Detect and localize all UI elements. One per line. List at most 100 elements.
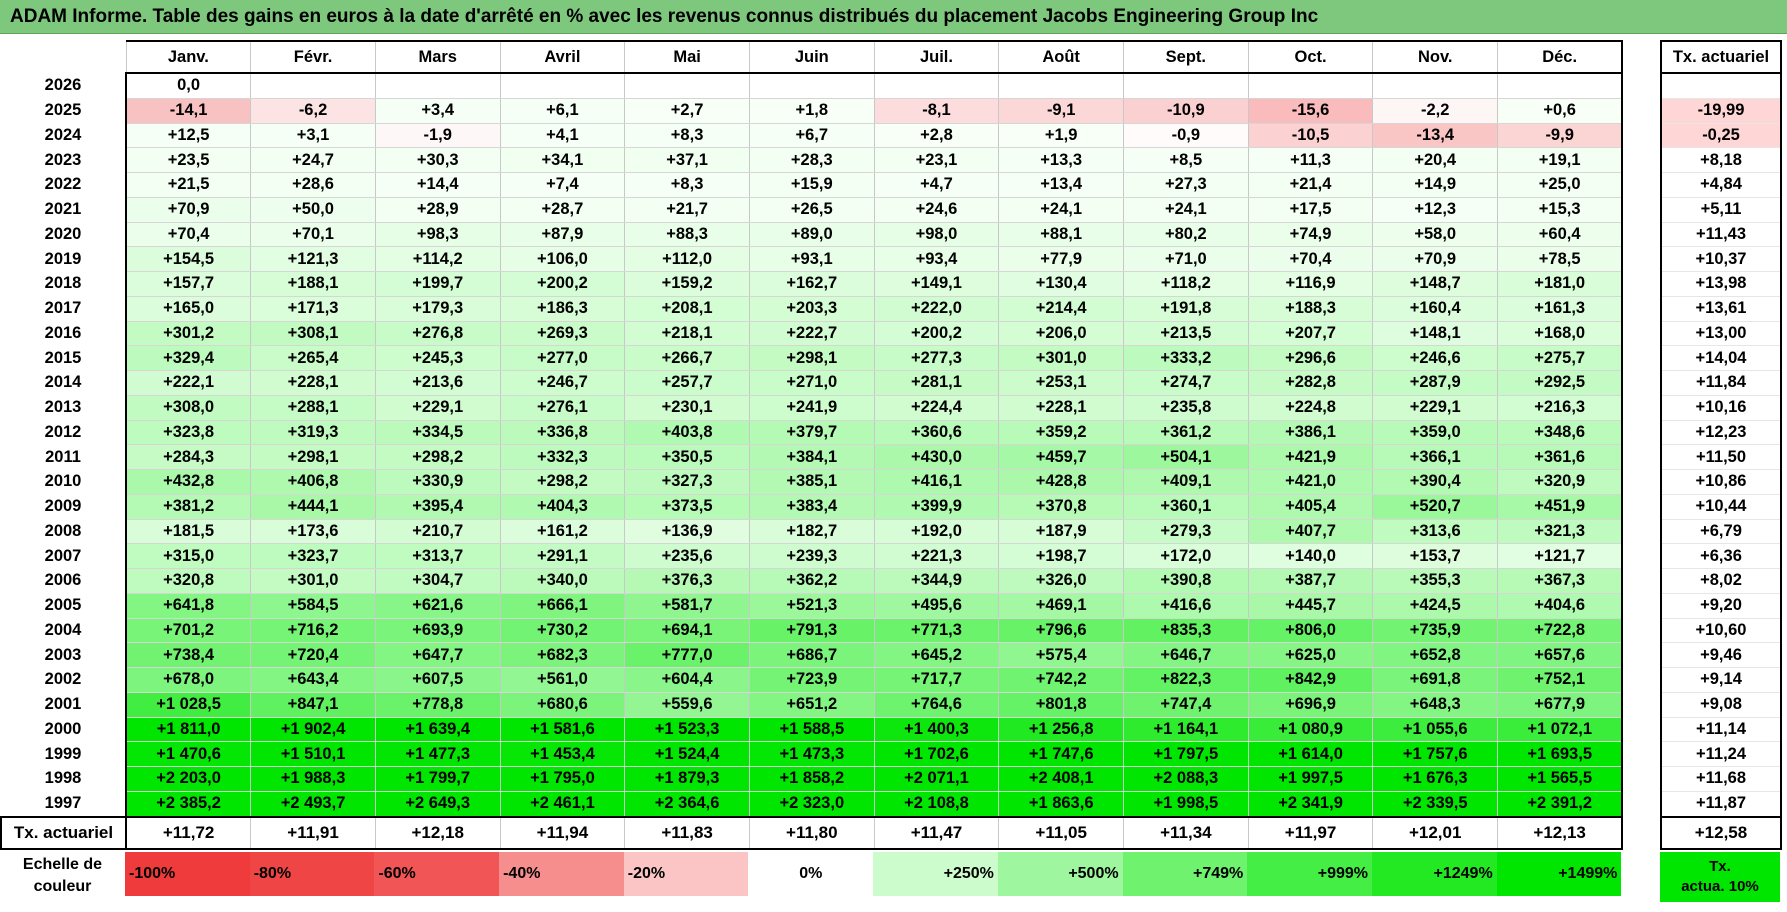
gain-cell: +228,1 xyxy=(250,370,376,396)
gain-cell: +148,1 xyxy=(1372,321,1499,347)
table-row: 2022 +21,5 +28,6 +14,4 +7,4 +8,3 +15,9 +4,7 +13,… xyxy=(1,172,1624,198)
gain-cell: +682,3 xyxy=(499,642,626,668)
gain-cell: +8,5 xyxy=(1123,147,1249,173)
gain-cell: +691,8 xyxy=(1372,667,1499,693)
gain-cell: +2,7 xyxy=(624,98,750,124)
gain-cell: +80,2 xyxy=(1123,222,1249,248)
gain-cell: +366,1 xyxy=(1372,444,1499,470)
legend-rate-note: Tx. actua. 10% xyxy=(1660,852,1780,902)
gain-cell: +806,0 xyxy=(1247,618,1374,644)
rate-row: +12,23 xyxy=(1660,420,1782,446)
gain-cell: +2 108,8 xyxy=(873,791,1000,818)
gain-cell: +2 364,6 xyxy=(624,791,750,818)
gain-cell: +1 256,8 xyxy=(998,717,1124,743)
gain-cell: -10,5 xyxy=(1247,123,1374,149)
gain-cell: +274,7 xyxy=(1123,370,1249,396)
rate-row: +13,00 xyxy=(1660,321,1782,347)
legend-label-line2: couleur xyxy=(33,878,92,895)
gain-cell: +214,4 xyxy=(998,296,1124,322)
gain-cell: +559,6 xyxy=(624,692,750,718)
gain-cell: +279,3 xyxy=(1123,519,1249,545)
gain-cell: +2 071,1 xyxy=(873,766,1000,792)
gain-cell: +12,5 xyxy=(125,123,252,149)
gain-cell: +301,0 xyxy=(250,568,376,594)
gain-cell: +367,3 xyxy=(1497,568,1624,594)
gain-cell: +266,7 xyxy=(624,345,750,371)
gain-cell: +3,1 xyxy=(250,123,376,149)
table-row: 2000 +1 811,0 +1 902,4 +1 639,4 +1 581,6 +1 5… xyxy=(1,717,1624,743)
gain-cell: +791,3 xyxy=(748,618,875,644)
rate-cell: +10,86 xyxy=(1660,469,1782,495)
footer-rate-cell: +11,34 xyxy=(1123,815,1249,850)
gain-cell: +14,9 xyxy=(1372,172,1499,198)
gain-cell: +1 080,9 xyxy=(1247,717,1374,743)
gain-cell: +89,0 xyxy=(748,222,875,248)
gain-cell: +235,6 xyxy=(624,543,750,569)
gain-cell: +652,8 xyxy=(1372,642,1499,668)
gain-cell: +373,5 xyxy=(624,494,750,520)
gain-cell: +390,4 xyxy=(1372,469,1499,495)
gain-cell: +88,3 xyxy=(624,222,750,248)
gain-cell: +1 858,2 xyxy=(748,766,875,792)
table-row: 2012 +323,8 +319,3 +334,5 +336,8 +403,8 +379,7… xyxy=(1,420,1624,446)
rate-row: +11,84 xyxy=(1660,370,1782,396)
rate-row: +13,61 xyxy=(1660,296,1782,322)
gain-cell: +179,3 xyxy=(374,296,501,322)
gain-cell: +296,6 xyxy=(1247,345,1374,371)
gain-cell: +1 524,4 xyxy=(624,741,750,767)
year-label: 2000 xyxy=(1,717,127,742)
rate-row: +9,14 xyxy=(1660,667,1782,693)
gain-cell: +157,7 xyxy=(125,271,252,297)
gain-cell: +621,6 xyxy=(374,593,501,619)
gain-cell: +334,5 xyxy=(374,420,501,446)
rate-cell: +6,79 xyxy=(1660,519,1782,545)
year-label: 2002 xyxy=(1,667,127,693)
rate-row: +9,46 xyxy=(1660,642,1782,668)
gain-cell: +15,3 xyxy=(1497,197,1624,223)
year-label: 2010 xyxy=(1,469,127,495)
gain-cell: +360,1 xyxy=(1123,494,1249,520)
gain-cell: +106,0 xyxy=(499,246,626,272)
gain-cell: -0,9 xyxy=(1123,123,1249,149)
gain-cell: +361,6 xyxy=(1497,444,1624,470)
gain-cell xyxy=(499,73,626,99)
gain-cell: +315,0 xyxy=(125,543,252,569)
gain-cell: +298,2 xyxy=(499,469,626,495)
gain-cell: +735,9 xyxy=(1372,618,1499,644)
gain-cell: +26,5 xyxy=(748,197,875,223)
gain-cell: +1 581,6 xyxy=(499,717,626,743)
gain-cell: +1 795,0 xyxy=(499,766,626,792)
gain-cell xyxy=(1372,73,1499,99)
gain-cell: +332,3 xyxy=(499,444,626,470)
legend-note-line2: actua. 10% xyxy=(1681,878,1759,895)
gain-cell: +1 400,3 xyxy=(873,717,1000,743)
gain-cell: +2 088,3 xyxy=(1123,766,1249,792)
gain-cell: +344,9 xyxy=(873,568,1000,594)
gain-cell: +717,7 xyxy=(873,667,1000,693)
gain-cell: +23,1 xyxy=(873,147,1000,173)
gain-cell: +70,9 xyxy=(1372,246,1499,272)
gain-cell: +421,9 xyxy=(1247,444,1374,470)
rate-cell: +8,18 xyxy=(1660,147,1782,173)
gain-cell xyxy=(1123,73,1249,99)
gain-cell: +386,1 xyxy=(1247,420,1374,446)
year-label: 2025 xyxy=(1,98,127,123)
gain-cell: +216,3 xyxy=(1497,395,1624,421)
gain-cell: +520,7 xyxy=(1372,494,1499,520)
rate-cell: +10,37 xyxy=(1660,246,1782,272)
rate-cell: +11,43 xyxy=(1660,222,1782,248)
gain-cell: +645,2 xyxy=(873,642,1000,668)
gain-cell: +651,2 xyxy=(748,692,875,718)
rate-row: +11,50 xyxy=(1660,444,1782,470)
year-label: 1997 xyxy=(1,791,127,817)
rate-row: +6,79 xyxy=(1660,519,1782,545)
gain-cell: +13,3 xyxy=(998,147,1124,173)
gain-cell: +716,2 xyxy=(250,618,376,644)
gain-cell: +445,7 xyxy=(1247,593,1374,619)
rate-row: -19,99 xyxy=(1660,98,1782,124)
gain-cell: +239,3 xyxy=(748,543,875,569)
gain-cell: +70,9 xyxy=(125,197,252,223)
gain-cell: +320,9 xyxy=(1497,469,1624,495)
table-row: 2013 +308,0 +288,1 +229,1 +276,1 +230,1 +241,9… xyxy=(1,395,1624,421)
rate-cell: +11,14 xyxy=(1660,717,1782,743)
